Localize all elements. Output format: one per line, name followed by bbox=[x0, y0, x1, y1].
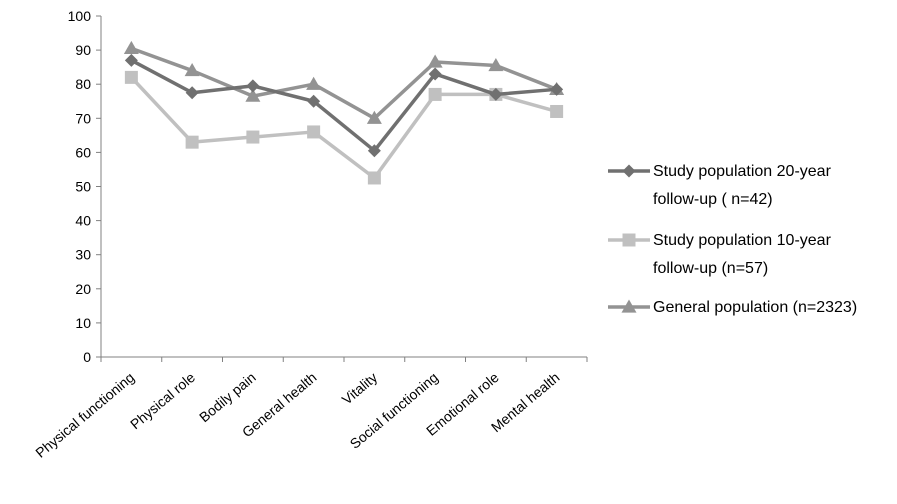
legend-entry-3: General population (n=2323) bbox=[608, 299, 857, 316]
legend-entry-1: Study population 20-year follow-up ( n=42… bbox=[608, 163, 832, 208]
legend-label: Study population 20-year follow-up ( n=42… bbox=[653, 163, 832, 208]
y-tick-label: 30 bbox=[75, 247, 91, 263]
x-tick-label: Bodily pain bbox=[196, 369, 259, 425]
data-point bbox=[366, 110, 382, 124]
series-1 bbox=[124, 53, 564, 158]
series-line bbox=[130, 58, 557, 153]
data-point bbox=[307, 125, 321, 139]
series-3 bbox=[123, 40, 565, 124]
y-tick-label: 50 bbox=[75, 179, 91, 195]
series-layer bbox=[123, 40, 565, 185]
data-point bbox=[488, 57, 504, 72]
data-point bbox=[184, 63, 200, 77]
y-tick-label: 20 bbox=[75, 281, 91, 297]
data-point bbox=[246, 79, 260, 93]
series-line bbox=[130, 46, 558, 121]
y-tick-label: 80 bbox=[75, 76, 91, 92]
legend-label: General population (n=2323) bbox=[653, 299, 857, 316]
data-point bbox=[489, 87, 503, 101]
data-point bbox=[550, 104, 564, 118]
legend-label: Study population 10-year follow-up (n=57) bbox=[653, 232, 832, 277]
y-tick-label: 100 bbox=[68, 8, 92, 24]
data-point bbox=[367, 171, 381, 185]
y-tick-label: 40 bbox=[75, 213, 91, 229]
data-point bbox=[123, 40, 139, 55]
legend-marker bbox=[622, 164, 636, 178]
data-point bbox=[124, 53, 138, 67]
data-point bbox=[245, 88, 261, 102]
legend-entry-2: Study population 10-year follow-up (n=57) bbox=[608, 232, 832, 277]
x-tick-label: Vitality bbox=[339, 369, 381, 408]
legend-marker bbox=[621, 299, 637, 313]
data-point bbox=[124, 70, 138, 84]
data-point bbox=[246, 130, 260, 144]
data-point bbox=[307, 94, 321, 108]
data-point bbox=[428, 67, 442, 81]
y-tick-label: 90 bbox=[75, 42, 91, 58]
data-point bbox=[428, 87, 442, 101]
x-tick-label: Physical functioning bbox=[32, 369, 137, 461]
x-tick-label: Physical role bbox=[127, 369, 198, 432]
data-point bbox=[550, 82, 564, 96]
y-tick-label: 10 bbox=[75, 315, 91, 331]
axes: 0 10 20 30 40 50 60 70 80 90 100 Physical functioni… bbox=[32, 8, 588, 461]
data-point bbox=[427, 54, 443, 68]
data-point bbox=[185, 86, 199, 100]
y-tick-label: 0 bbox=[83, 349, 91, 365]
series-line bbox=[130, 76, 558, 180]
legend-marker bbox=[622, 233, 636, 247]
y-tick-label: 70 bbox=[75, 110, 91, 126]
data-point bbox=[185, 135, 199, 149]
data-point bbox=[367, 144, 381, 158]
legend: Study population 20-year follow-up ( n=42… bbox=[608, 163, 857, 316]
data-point bbox=[306, 76, 322, 90]
y-tick-label: 60 bbox=[75, 144, 91, 160]
